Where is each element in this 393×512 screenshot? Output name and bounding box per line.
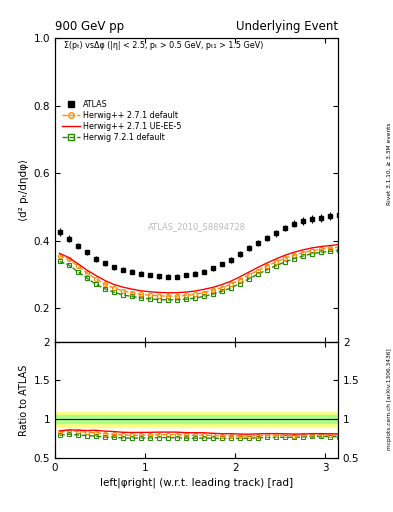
Text: ATLAS_2010_S8894728: ATLAS_2010_S8894728: [147, 222, 246, 231]
X-axis label: left|φright| (w.r.t. leading track) [rad]: left|φright| (w.r.t. leading track) [rad…: [100, 477, 293, 488]
Text: 900 GeV pp: 900 GeV pp: [55, 20, 124, 33]
Bar: [55, 415, 338, 423]
Text: Rivet 3.1.10, ≥ 3.3M events: Rivet 3.1.10, ≥ 3.3M events: [387, 122, 391, 205]
Text: Underlying Event: Underlying Event: [236, 20, 338, 33]
Text: Σ(pₜ) vsΔφ (|η| < 2.5, pₜ > 0.5 GeV, pₜ₁ > 1.5 GeV): Σ(pₜ) vsΔφ (|η| < 2.5, pₜ > 0.5 GeV, pₜ₁…: [64, 41, 263, 51]
Legend: ATLAS, Herwig++ 2.7.1 default, Herwig++ 2.7.1 UE-EE-5, Herwig 7.2.1 default: ATLAS, Herwig++ 2.7.1 default, Herwig++ …: [59, 97, 185, 145]
Bar: [55, 412, 338, 427]
Y-axis label: ⟨d² pₜ/dηdφ⟩: ⟨d² pₜ/dηdφ⟩: [20, 159, 29, 221]
Text: mcplots.cern.ch [arXiv:1306.3436]: mcplots.cern.ch [arXiv:1306.3436]: [387, 349, 391, 450]
Y-axis label: Ratio to ATLAS: Ratio to ATLAS: [19, 364, 29, 436]
